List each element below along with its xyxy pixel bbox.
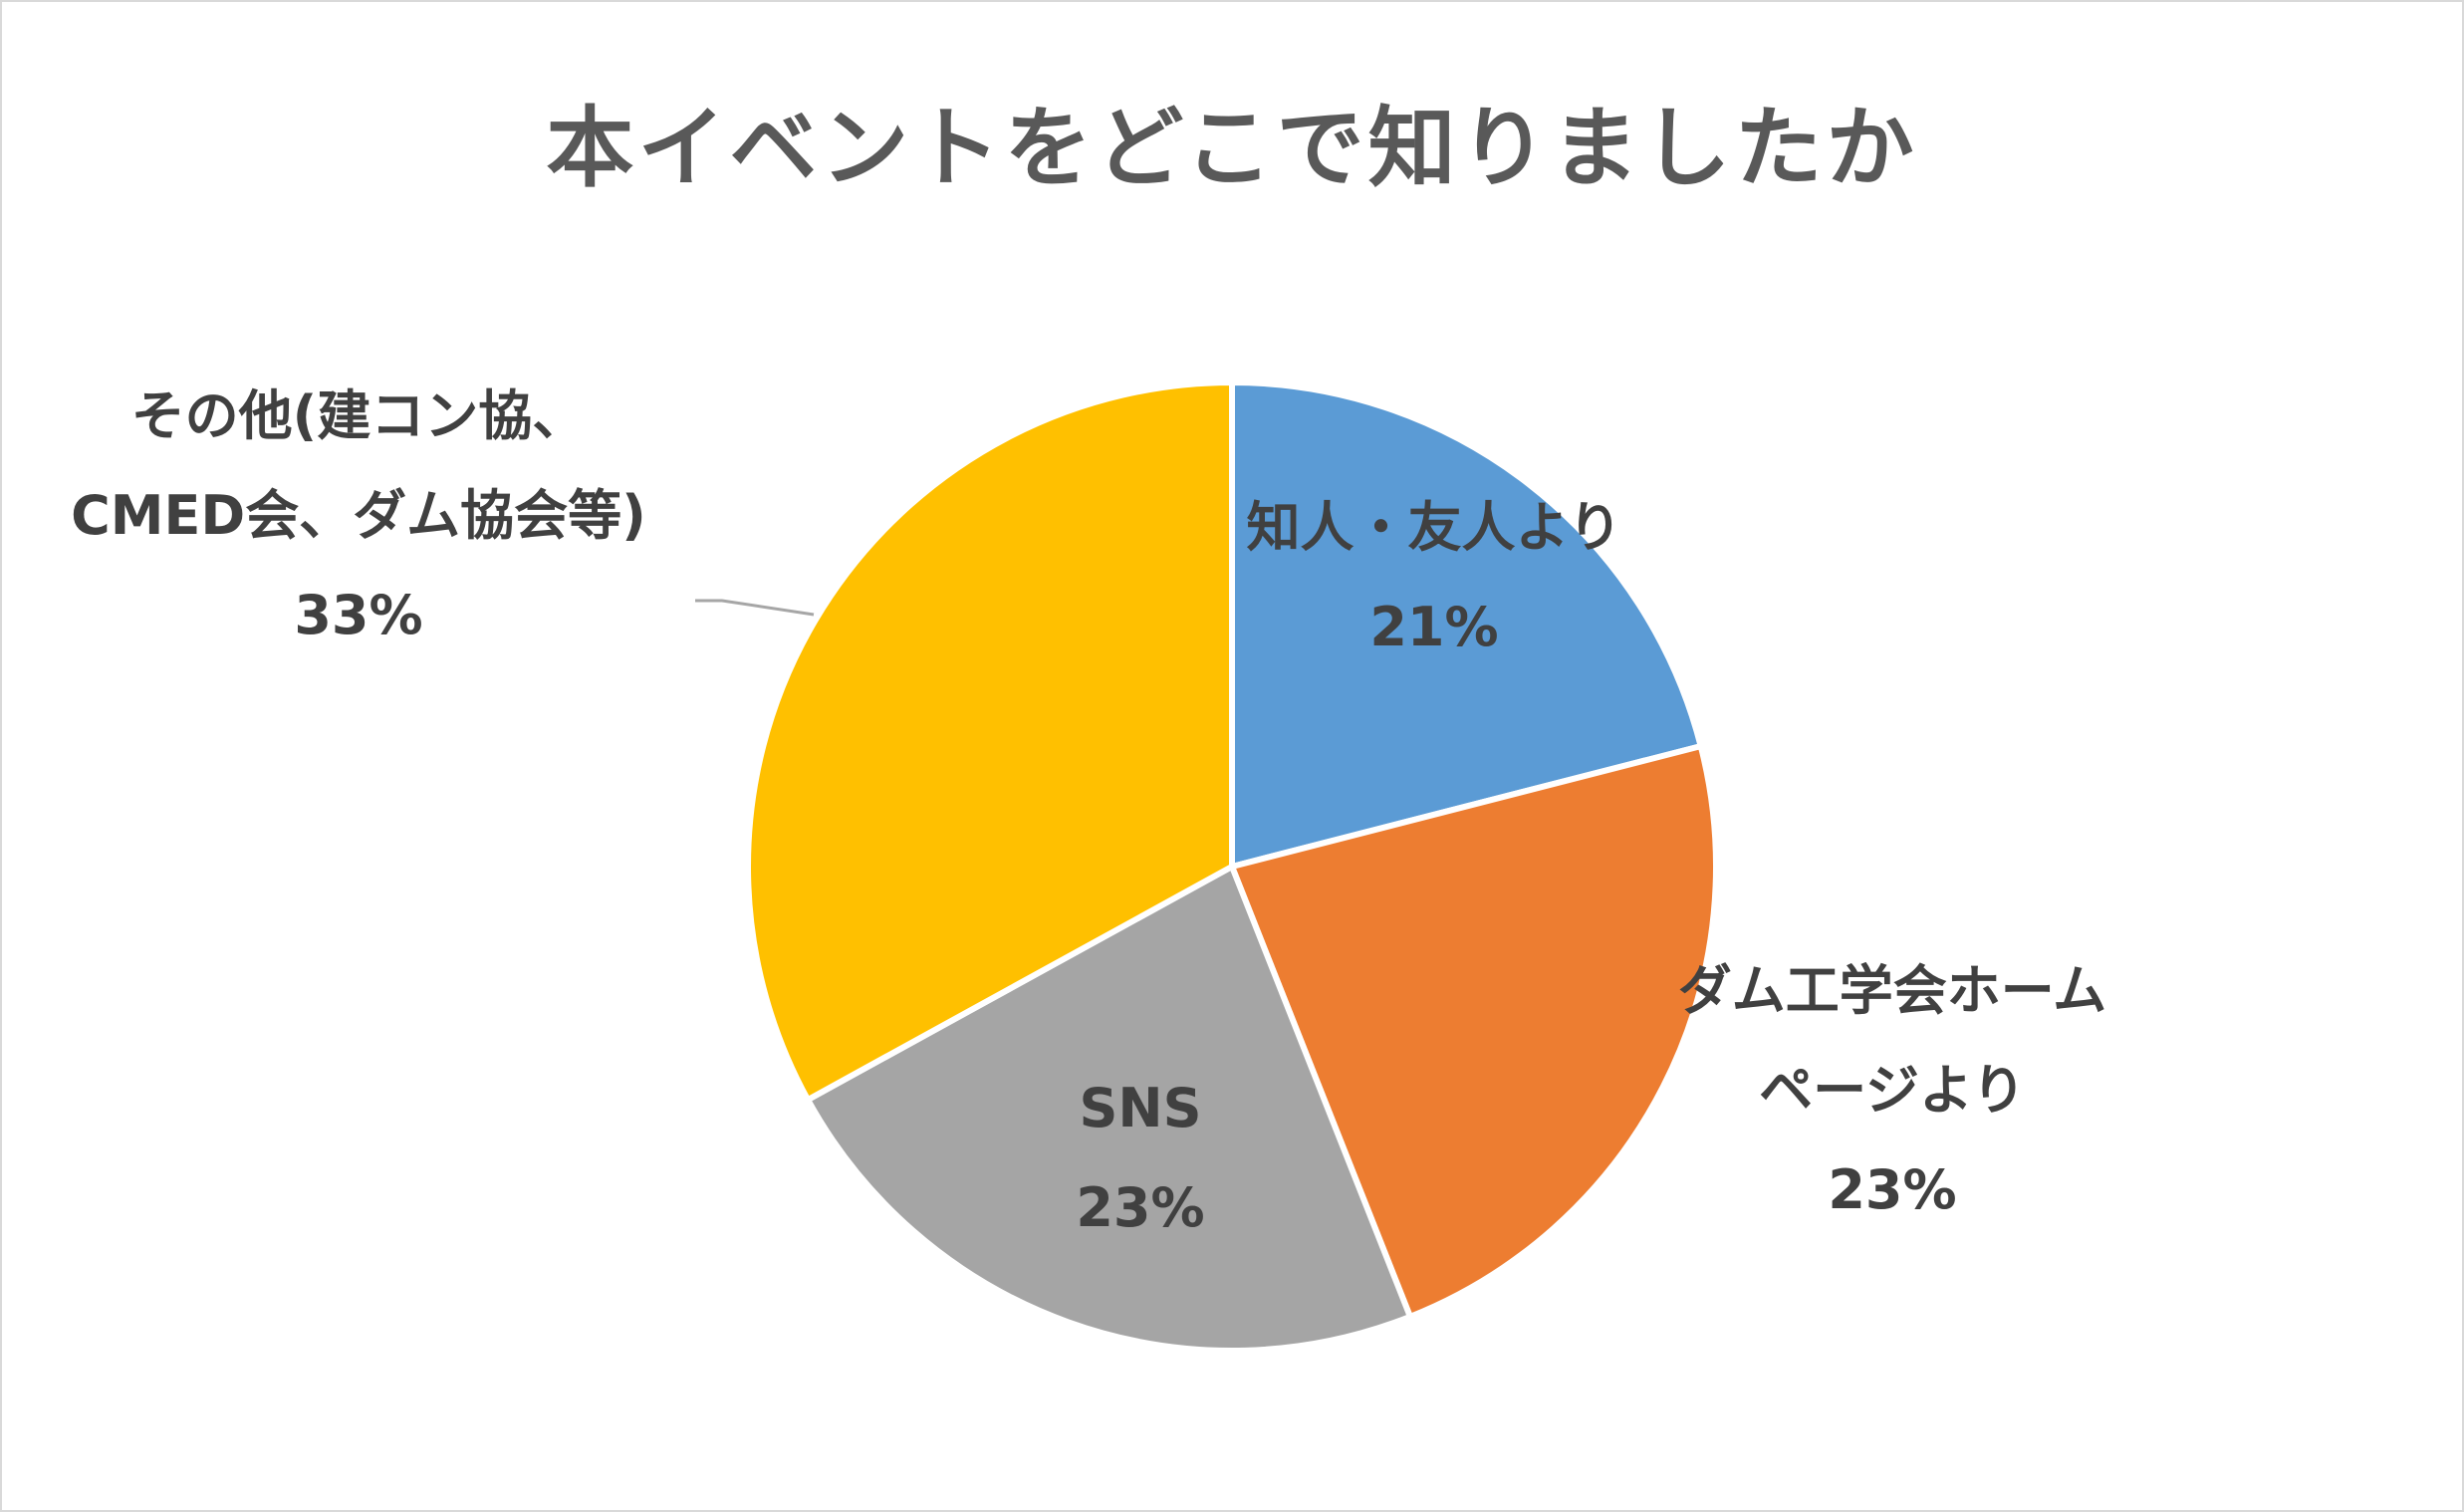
data-label-category: ページより (1759, 1059, 2026, 1122)
data-label-category: 知人・友人より (1246, 496, 1622, 559)
data-label-category: ダム工学会ホーム (1677, 959, 2107, 1022)
data-label-percent: 33% (294, 584, 423, 646)
data-label-category: SNS (1079, 1077, 1202, 1139)
data-label-sns: SNS 23% (1001, 1059, 1280, 1258)
pie-slice-sns (805, 864, 1413, 1355)
data-label-percent: 23% (1076, 1176, 1205, 1239)
chart-title: 本イベントをどこで知りましたか (546, 97, 1918, 199)
pie-slice-jsde-homepage (1229, 743, 1719, 1320)
data-label-category: CMED会、ダム協会等) (71, 484, 646, 547)
data-label-acquaintance: 知人・友人より 21% (1195, 478, 1673, 677)
data-label-jsde-homepage: ダム工学会ホーム ページより 23% (1623, 941, 2161, 1240)
pie-slice-acquaintance (1229, 379, 1704, 870)
pie-slice-other (745, 379, 1235, 1104)
data-label-percent: 23% (1828, 1158, 1957, 1221)
leader-line-other (695, 599, 815, 617)
data-label-category: その他(建コン協、 (130, 384, 587, 447)
data-label-other: その他(建コン協、 CMED会、ダム協会等) 33% (20, 367, 697, 665)
data-label-percent: 21% (1369, 596, 1499, 658)
